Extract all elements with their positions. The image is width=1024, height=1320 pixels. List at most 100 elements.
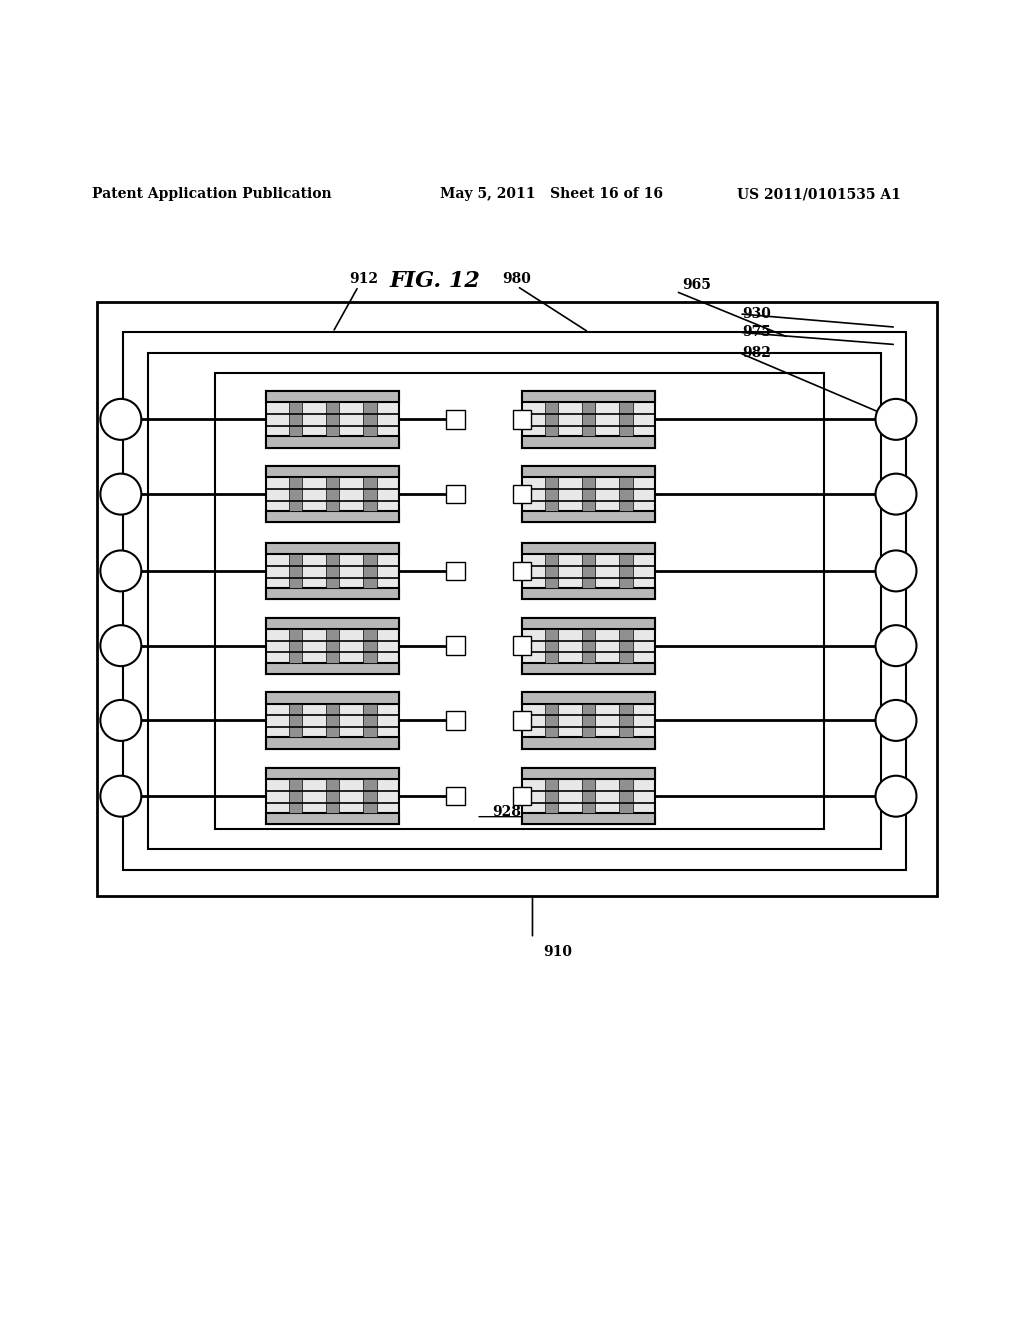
Bar — [266, 391, 399, 447]
Bar — [545, 554, 558, 587]
Circle shape — [100, 700, 141, 741]
Bar — [522, 436, 655, 447]
Bar — [522, 692, 655, 748]
Bar — [513, 411, 531, 429]
Bar — [266, 543, 399, 554]
Bar — [289, 554, 302, 587]
Bar — [545, 704, 558, 738]
Text: Patent Application Publication: Patent Application Publication — [92, 187, 332, 201]
Bar — [522, 692, 655, 704]
Text: 980: 980 — [503, 272, 531, 286]
Bar — [364, 779, 377, 813]
Circle shape — [876, 626, 916, 667]
Bar — [522, 543, 655, 599]
Bar — [446, 787, 465, 805]
Bar — [266, 466, 399, 523]
Bar — [446, 484, 465, 503]
Text: 910: 910 — [544, 945, 572, 958]
Bar — [326, 704, 340, 738]
Bar — [620, 478, 633, 511]
Text: 912: 912 — [349, 272, 378, 286]
Bar — [266, 692, 399, 748]
Bar — [513, 787, 531, 805]
Bar — [326, 403, 340, 436]
Bar — [123, 333, 906, 870]
Bar — [582, 779, 596, 813]
Bar — [266, 618, 399, 673]
Bar — [266, 618, 399, 628]
Bar — [582, 403, 596, 436]
Bar — [364, 478, 377, 511]
Bar — [148, 352, 881, 850]
Bar — [582, 704, 596, 738]
Circle shape — [100, 474, 141, 515]
Bar — [289, 478, 302, 511]
Bar — [364, 628, 377, 663]
Circle shape — [100, 399, 141, 440]
Bar — [326, 628, 340, 663]
Text: 928: 928 — [493, 805, 521, 818]
Bar — [522, 587, 655, 599]
Bar — [513, 484, 531, 503]
Bar — [266, 391, 399, 403]
Bar — [522, 618, 655, 673]
Bar — [620, 554, 633, 587]
Bar — [582, 554, 596, 587]
Bar — [364, 554, 377, 587]
Bar — [522, 768, 655, 779]
Text: FIG. 12: FIG. 12 — [389, 271, 480, 292]
Text: 982: 982 — [742, 346, 771, 360]
Bar — [266, 663, 399, 673]
Bar — [289, 779, 302, 813]
Bar — [522, 663, 655, 673]
Bar — [582, 628, 596, 663]
Bar — [513, 636, 531, 655]
Bar — [522, 466, 655, 478]
Text: 965: 965 — [682, 279, 711, 292]
Bar — [522, 391, 655, 403]
Bar — [266, 436, 399, 447]
Text: May 5, 2011   Sheet 16 of 16: May 5, 2011 Sheet 16 of 16 — [440, 187, 664, 201]
Bar — [582, 478, 596, 511]
Bar — [326, 779, 340, 813]
Bar — [545, 403, 558, 436]
Bar — [545, 628, 558, 663]
Bar — [266, 543, 399, 599]
Bar — [266, 466, 399, 478]
Bar — [289, 704, 302, 738]
Bar — [620, 628, 633, 663]
Bar — [326, 478, 340, 511]
Bar — [97, 301, 937, 895]
Bar — [522, 813, 655, 825]
Bar — [522, 768, 655, 825]
Bar — [266, 587, 399, 599]
Bar — [522, 543, 655, 554]
Bar — [545, 779, 558, 813]
Bar — [513, 711, 531, 730]
Bar — [266, 813, 399, 825]
Bar — [446, 636, 465, 655]
Text: 930: 930 — [742, 306, 771, 321]
Bar — [513, 562, 531, 579]
Circle shape — [876, 399, 916, 440]
Bar — [289, 403, 302, 436]
Bar — [266, 738, 399, 748]
Bar — [446, 711, 465, 730]
Bar — [446, 411, 465, 429]
Text: 975: 975 — [742, 325, 771, 339]
Bar — [364, 704, 377, 738]
Bar — [522, 738, 655, 748]
Bar — [620, 704, 633, 738]
Circle shape — [876, 700, 916, 741]
Bar — [522, 466, 655, 523]
Bar — [545, 478, 558, 511]
Bar — [620, 779, 633, 813]
Circle shape — [100, 626, 141, 667]
Bar — [289, 628, 302, 663]
Bar — [266, 692, 399, 704]
Text: US 2011/0101535 A1: US 2011/0101535 A1 — [737, 187, 901, 201]
Bar — [266, 768, 399, 779]
Bar — [364, 403, 377, 436]
Bar — [620, 403, 633, 436]
Bar — [215, 374, 824, 829]
